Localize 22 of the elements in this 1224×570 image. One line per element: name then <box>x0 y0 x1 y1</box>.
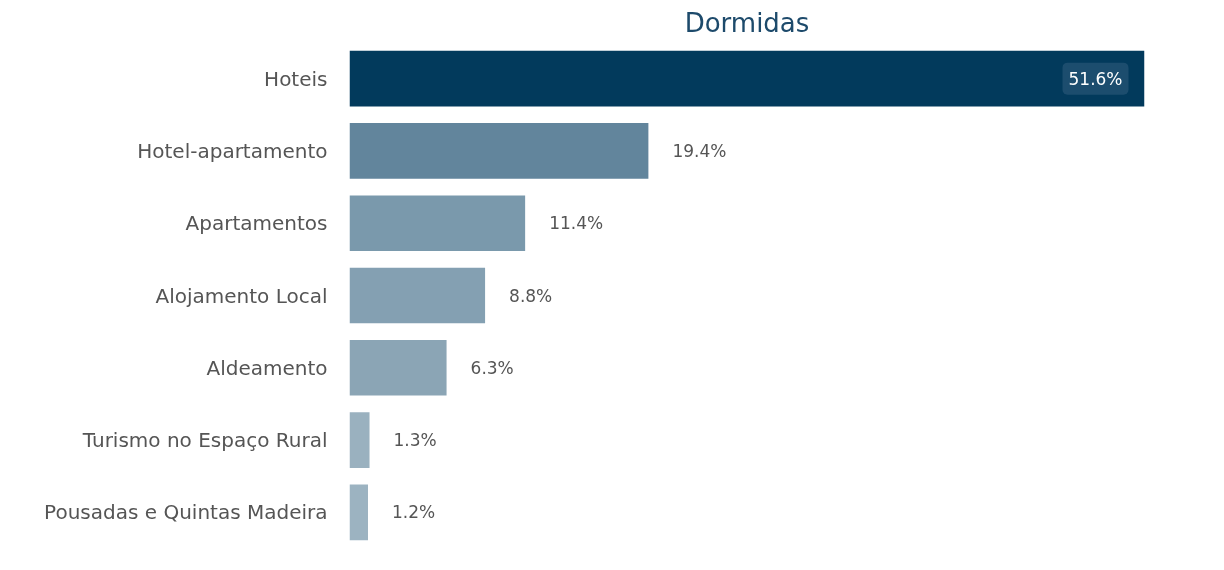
y-tick-label: Aldeamento <box>206 355 328 380</box>
data-label: 6.3% <box>470 357 514 378</box>
y-tick-label: Pousadas e Quintas Madeira <box>44 500 328 525</box>
data-label: 19.4% <box>672 140 727 161</box>
data-label: 51.6% <box>1068 68 1123 89</box>
data-label: 8.8% <box>509 285 553 306</box>
y-tick-label: Alojamento Local <box>155 283 328 308</box>
bar <box>349 195 526 252</box>
y-tick-label: Hotel-apartamento <box>137 138 328 163</box>
bar <box>349 50 1145 107</box>
bar <box>349 412 370 468</box>
bar <box>349 267 486 324</box>
data-label: 1.3% <box>393 430 437 451</box>
bar <box>349 339 447 396</box>
y-tick-label: Hoteis <box>264 66 328 91</box>
y-tick-label: Apartamentos <box>185 211 328 236</box>
bar <box>349 123 649 179</box>
chart-title: Dormidas <box>684 7 810 38</box>
bar <box>349 484 368 541</box>
data-label: 1.2% <box>391 502 436 523</box>
data-label: 11.4% <box>549 213 604 234</box>
y-tick-label: Turismo no Espaço Rural <box>81 428 328 453</box>
